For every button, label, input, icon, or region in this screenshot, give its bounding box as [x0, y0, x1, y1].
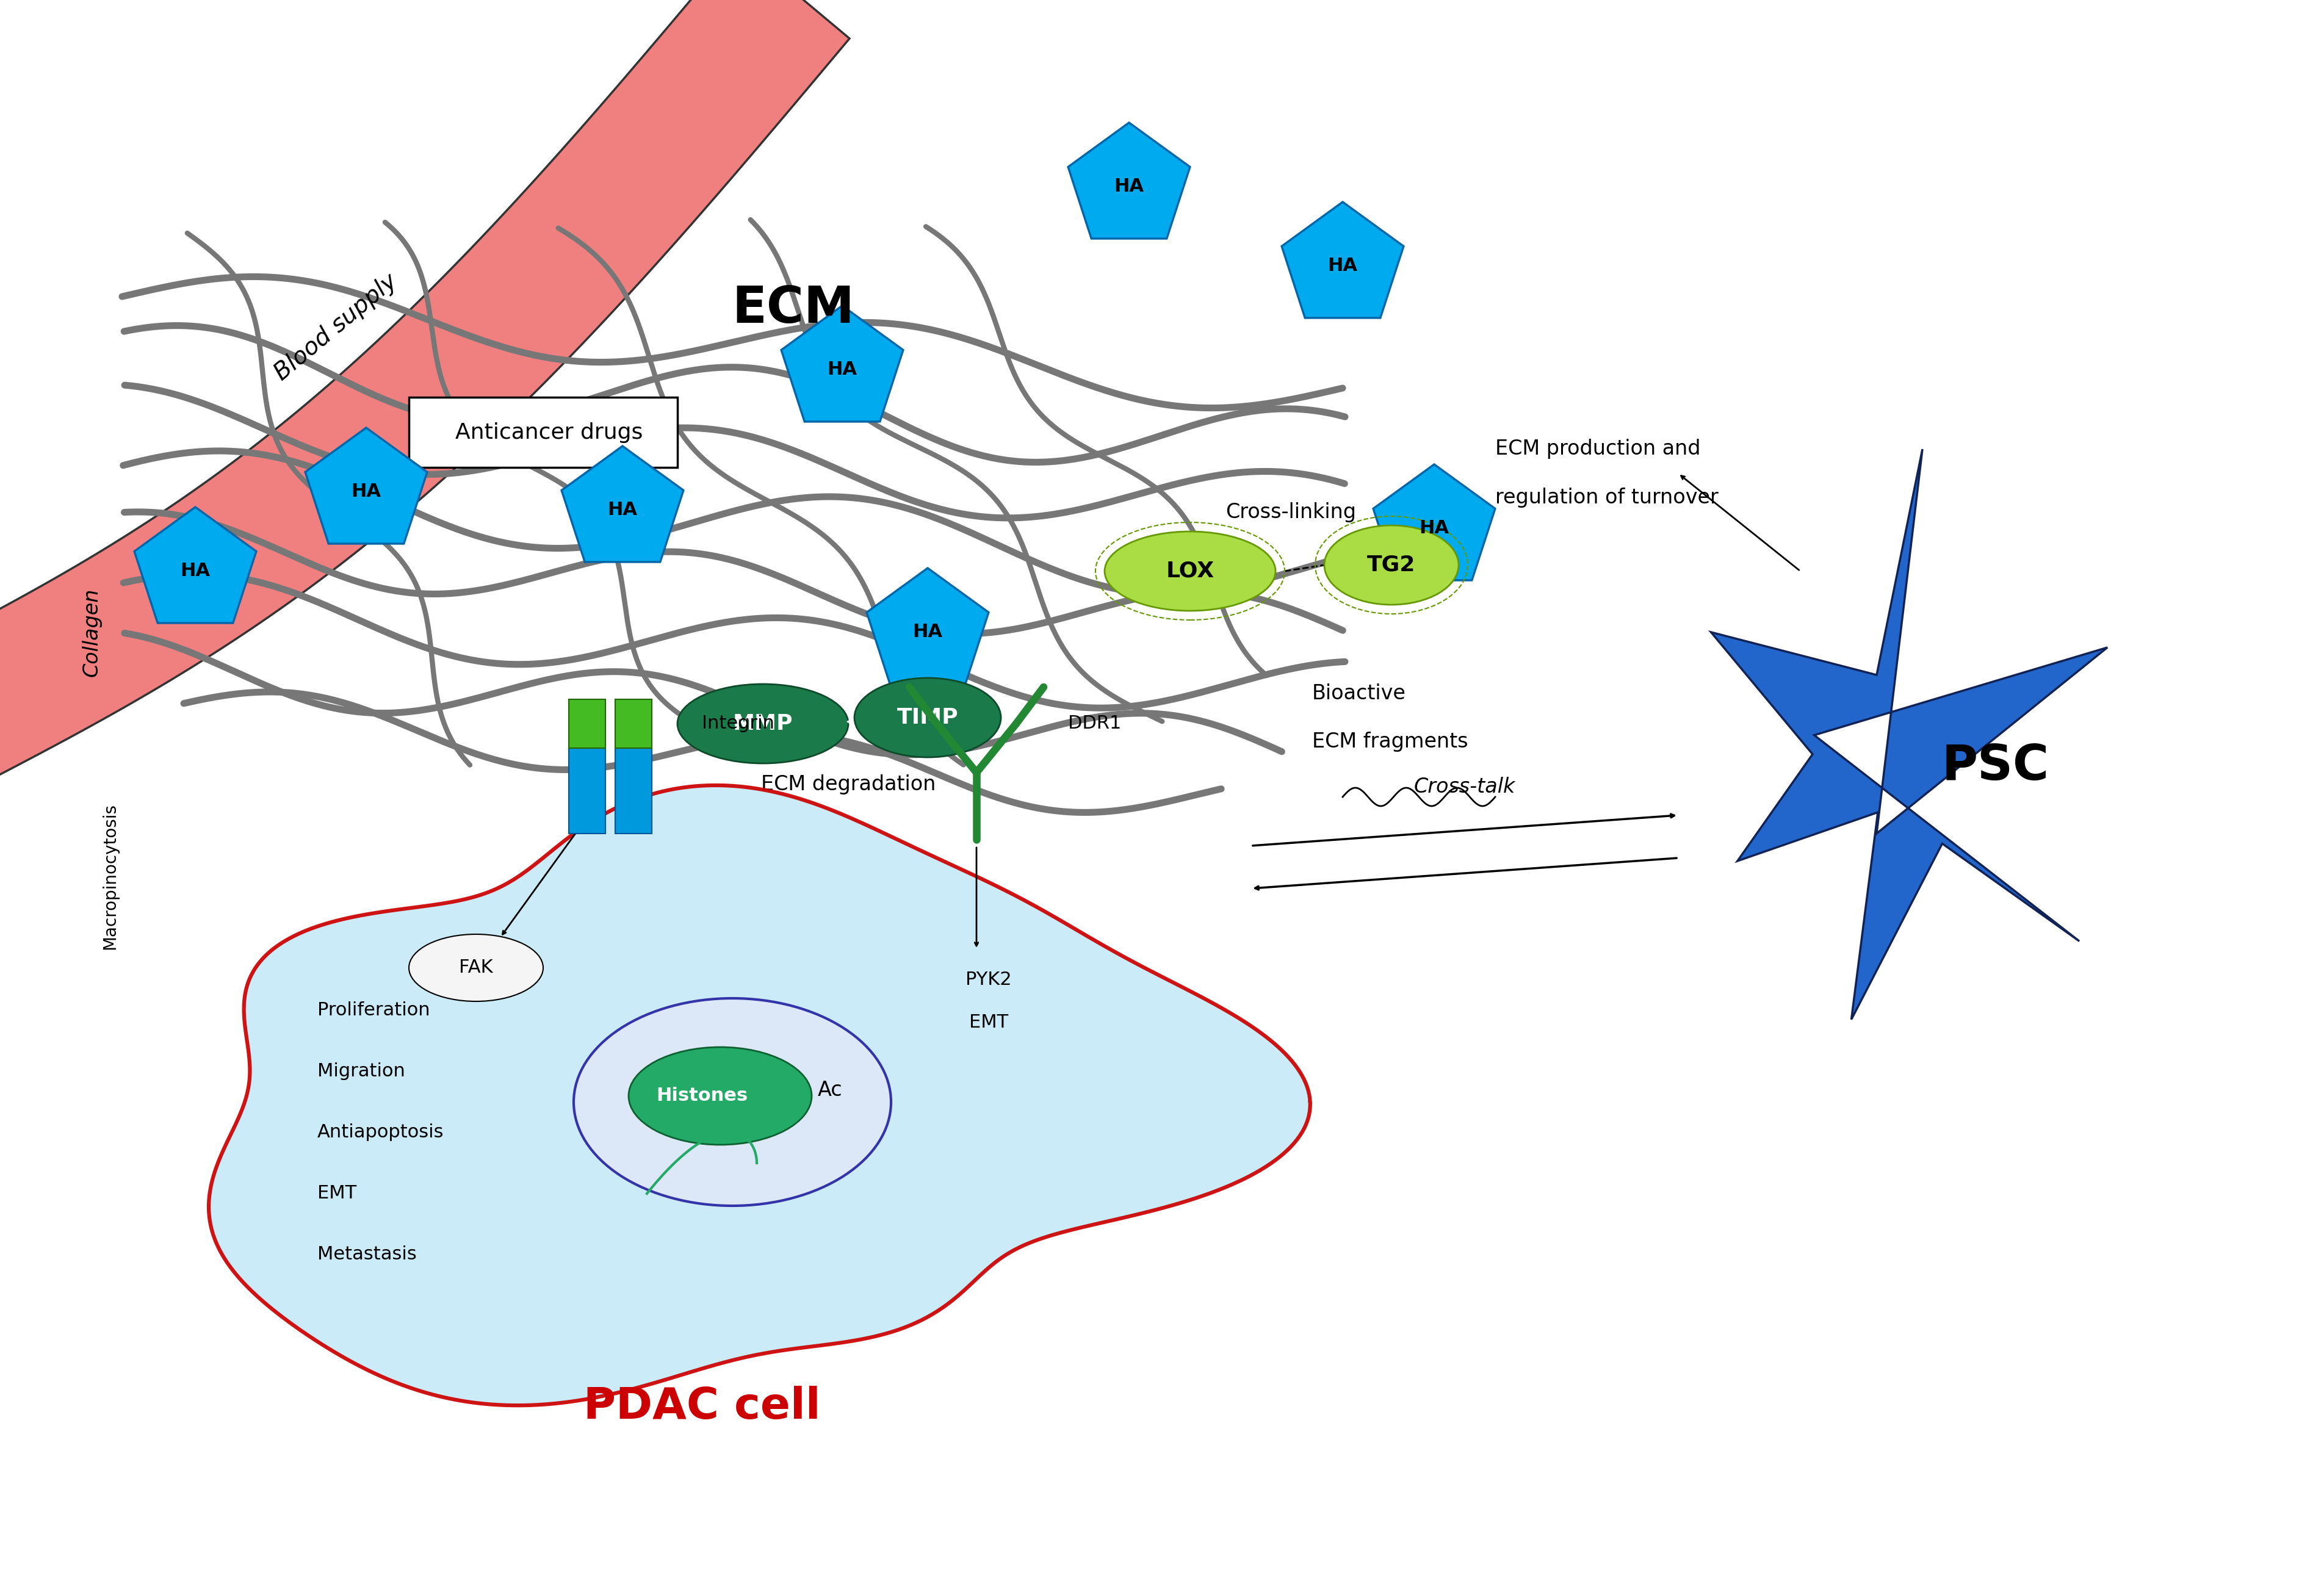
Ellipse shape — [1325, 525, 1459, 604]
Text: Migration: Migration — [318, 1062, 404, 1081]
Polygon shape — [562, 447, 683, 562]
Text: Ac: Ac — [818, 1079, 841, 1100]
Text: Anticancer drugs: Anticancer drugs — [456, 423, 644, 443]
Text: Macropinocytosis: Macropinocytosis — [102, 803, 119, 950]
Polygon shape — [781, 306, 904, 421]
Text: EMT: EMT — [969, 1013, 1009, 1032]
Text: HA: HA — [181, 562, 209, 581]
Polygon shape — [1069, 123, 1190, 238]
Text: Cross-linking: Cross-linking — [1225, 502, 1357, 522]
Text: DDR1: DDR1 — [1069, 715, 1122, 732]
Text: Histones: Histones — [655, 1087, 748, 1105]
Text: Metastasis: Metastasis — [318, 1245, 416, 1264]
Polygon shape — [304, 428, 428, 544]
Text: Proliferation: Proliferation — [318, 1002, 430, 1019]
Ellipse shape — [409, 934, 544, 1002]
Text: Integrin: Integrin — [702, 715, 774, 732]
Polygon shape — [209, 786, 1311, 1406]
FancyBboxPatch shape — [409, 398, 676, 467]
Text: ECM production and: ECM production and — [1494, 439, 1701, 459]
Ellipse shape — [855, 679, 1002, 757]
Ellipse shape — [1104, 532, 1276, 611]
Text: Antiapoptosis: Antiapoptosis — [318, 1124, 444, 1141]
Text: Cross-talk: Cross-talk — [1413, 776, 1515, 797]
Bar — [569, 699, 607, 748]
Text: Bioactive: Bioactive — [1313, 683, 1406, 704]
Text: ECM: ECM — [732, 284, 855, 333]
Text: MMP: MMP — [732, 713, 792, 734]
Text: TG2: TG2 — [1367, 555, 1415, 576]
Text: ECM fragments: ECM fragments — [1313, 732, 1469, 753]
Ellipse shape — [627, 1048, 811, 1144]
Text: PSC: PSC — [1943, 743, 2050, 791]
Text: HA: HA — [1420, 519, 1450, 537]
Text: HA: HA — [913, 623, 944, 641]
Polygon shape — [1373, 464, 1494, 581]
Text: ECM degradation: ECM degradation — [760, 775, 937, 795]
Polygon shape — [0, 0, 851, 789]
Text: regulation of turnover: regulation of turnover — [1494, 488, 1717, 508]
Text: PYK2: PYK2 — [964, 970, 1011, 989]
Bar — [616, 699, 651, 748]
Text: PDAC cell: PDAC cell — [583, 1385, 820, 1428]
Text: HA: HA — [1113, 178, 1143, 196]
Text: TIMP: TIMP — [897, 707, 957, 727]
Text: Collagen: Collagen — [81, 589, 102, 677]
Polygon shape — [1283, 202, 1404, 317]
Text: HA: HA — [607, 502, 637, 519]
Text: LOX: LOX — [1167, 560, 1213, 582]
Bar — [616, 748, 651, 833]
Ellipse shape — [676, 683, 848, 764]
Text: Blood supply: Blood supply — [270, 270, 402, 385]
Polygon shape — [867, 568, 988, 683]
Text: HA: HA — [351, 483, 381, 500]
Polygon shape — [135, 507, 256, 623]
Text: EMT: EMT — [318, 1185, 356, 1202]
Text: HA: HA — [827, 361, 858, 379]
Text: FAK: FAK — [460, 959, 493, 977]
Ellipse shape — [574, 999, 890, 1206]
Polygon shape — [1710, 450, 2108, 1019]
Bar — [569, 748, 607, 833]
Text: HA: HA — [1327, 257, 1357, 275]
